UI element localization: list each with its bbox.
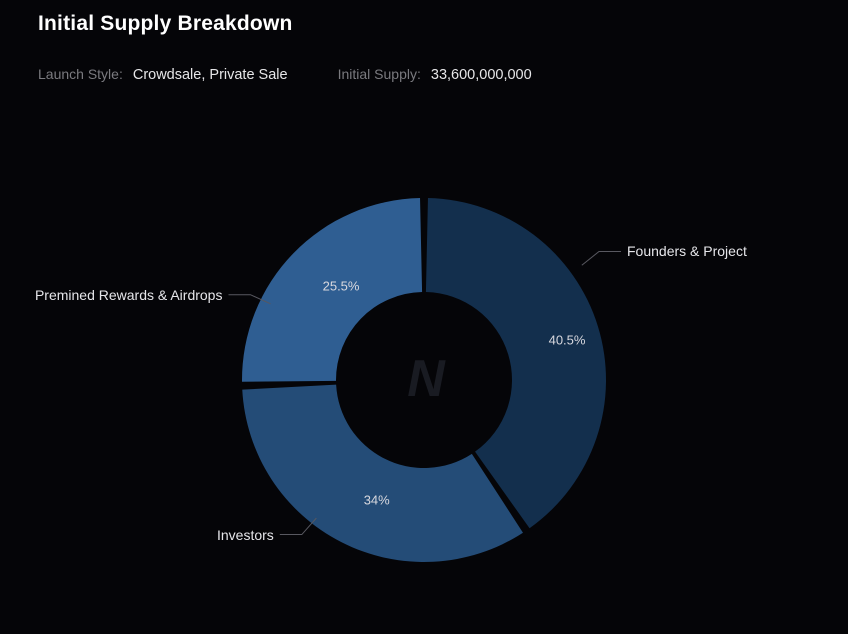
initial-supply-label: Initial Supply:: [338, 66, 421, 82]
donut-slice[interactable]: [242, 385, 523, 562]
launch-style-value: Crowdsale, Private Sale: [133, 67, 288, 83]
meta-initial-supply: Initial Supply: 33,600,000,000: [338, 66, 532, 83]
center-logo-icon: N: [407, 349, 441, 409]
meta-row: Launch Style: Crowdsale, Private Sale In…: [38, 66, 810, 83]
slice-pct-label: 25.5%: [323, 279, 360, 294]
donut-chart: N 40.5% Founders & Project 34% Investors 25.…: [0, 140, 848, 620]
slice-label: Founders & Project: [627, 243, 747, 259]
slice-pct-label: 40.5%: [549, 333, 586, 348]
slice-label: Premined Rewards & Airdrops: [35, 287, 223, 303]
meta-launch-style: Launch Style: Crowdsale, Private Sale: [38, 66, 288, 83]
initial-supply-value: 33,600,000,000: [431, 67, 532, 83]
slice-label: Investors: [217, 527, 274, 543]
slice-pct-label: 34%: [364, 493, 390, 508]
launch-style-label: Launch Style:: [38, 66, 123, 82]
page-title: Initial Supply Breakdown: [38, 12, 810, 36]
